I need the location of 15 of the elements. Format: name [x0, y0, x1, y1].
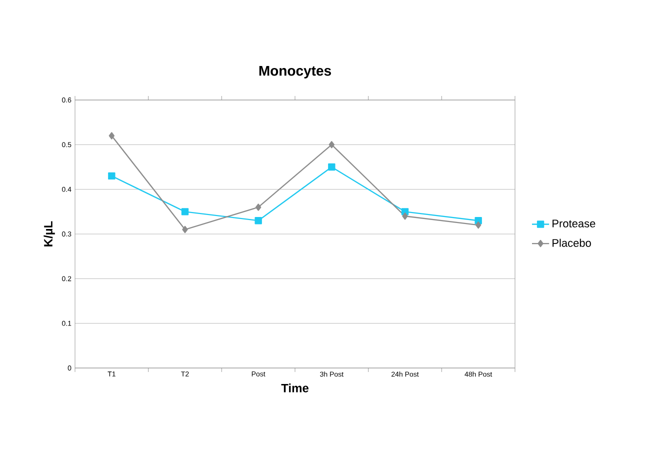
point [328, 141, 335, 148]
point [255, 204, 262, 211]
legend-label: Placebo [552, 238, 591, 247]
point [402, 212, 408, 220]
point [182, 226, 188, 234]
x-axis-title: Time [281, 384, 308, 392]
point [475, 221, 482, 229]
y-axis-title: K/µL [44, 221, 55, 246]
point [254, 217, 262, 224]
legend-label: Protease [552, 220, 596, 228]
point [328, 163, 336, 171]
chart-title: Monocytes [259, 66, 331, 78]
point [108, 132, 115, 140]
point [108, 172, 116, 180]
point [181, 208, 189, 216]
